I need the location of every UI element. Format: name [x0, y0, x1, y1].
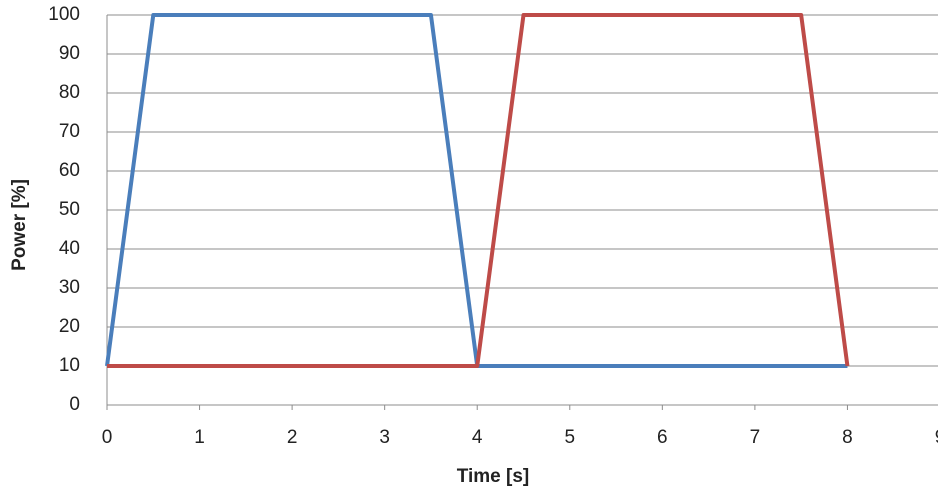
y-tick-label: 0: [69, 394, 80, 415]
y-tick-label: 20: [59, 316, 80, 337]
y-tick-label: 100: [48, 4, 80, 25]
x-tick-label: 8: [842, 427, 853, 448]
x-tick-label: 6: [657, 427, 668, 448]
series-line: [105, 13, 848, 368]
y-tick-label: 40: [59, 238, 80, 259]
y-tick-label: 10: [59, 355, 80, 376]
x-tick-label: 3: [379, 427, 390, 448]
y-tick-label: 70: [59, 121, 80, 142]
x-tick-label: 4: [472, 427, 483, 448]
y-tick-label: 50: [59, 199, 80, 220]
y-tick-label: 80: [59, 82, 80, 103]
x-tick-label: 7: [750, 427, 761, 448]
x-axis-title: Time [s]: [457, 466, 530, 487]
x-tick-label: 1: [194, 427, 205, 448]
x-tick-label: 9: [935, 427, 938, 448]
x-tick-label: 5: [564, 427, 575, 448]
y-tick-label: 30: [59, 277, 80, 298]
x-tick-label: 2: [287, 427, 298, 448]
y-axis-title: Power [%]: [9, 179, 30, 271]
y-tick-label: 60: [59, 160, 80, 181]
y-tick-label: 90: [59, 43, 80, 64]
series-line: [107, 13, 850, 368]
x-tick-label: 0: [102, 427, 113, 448]
